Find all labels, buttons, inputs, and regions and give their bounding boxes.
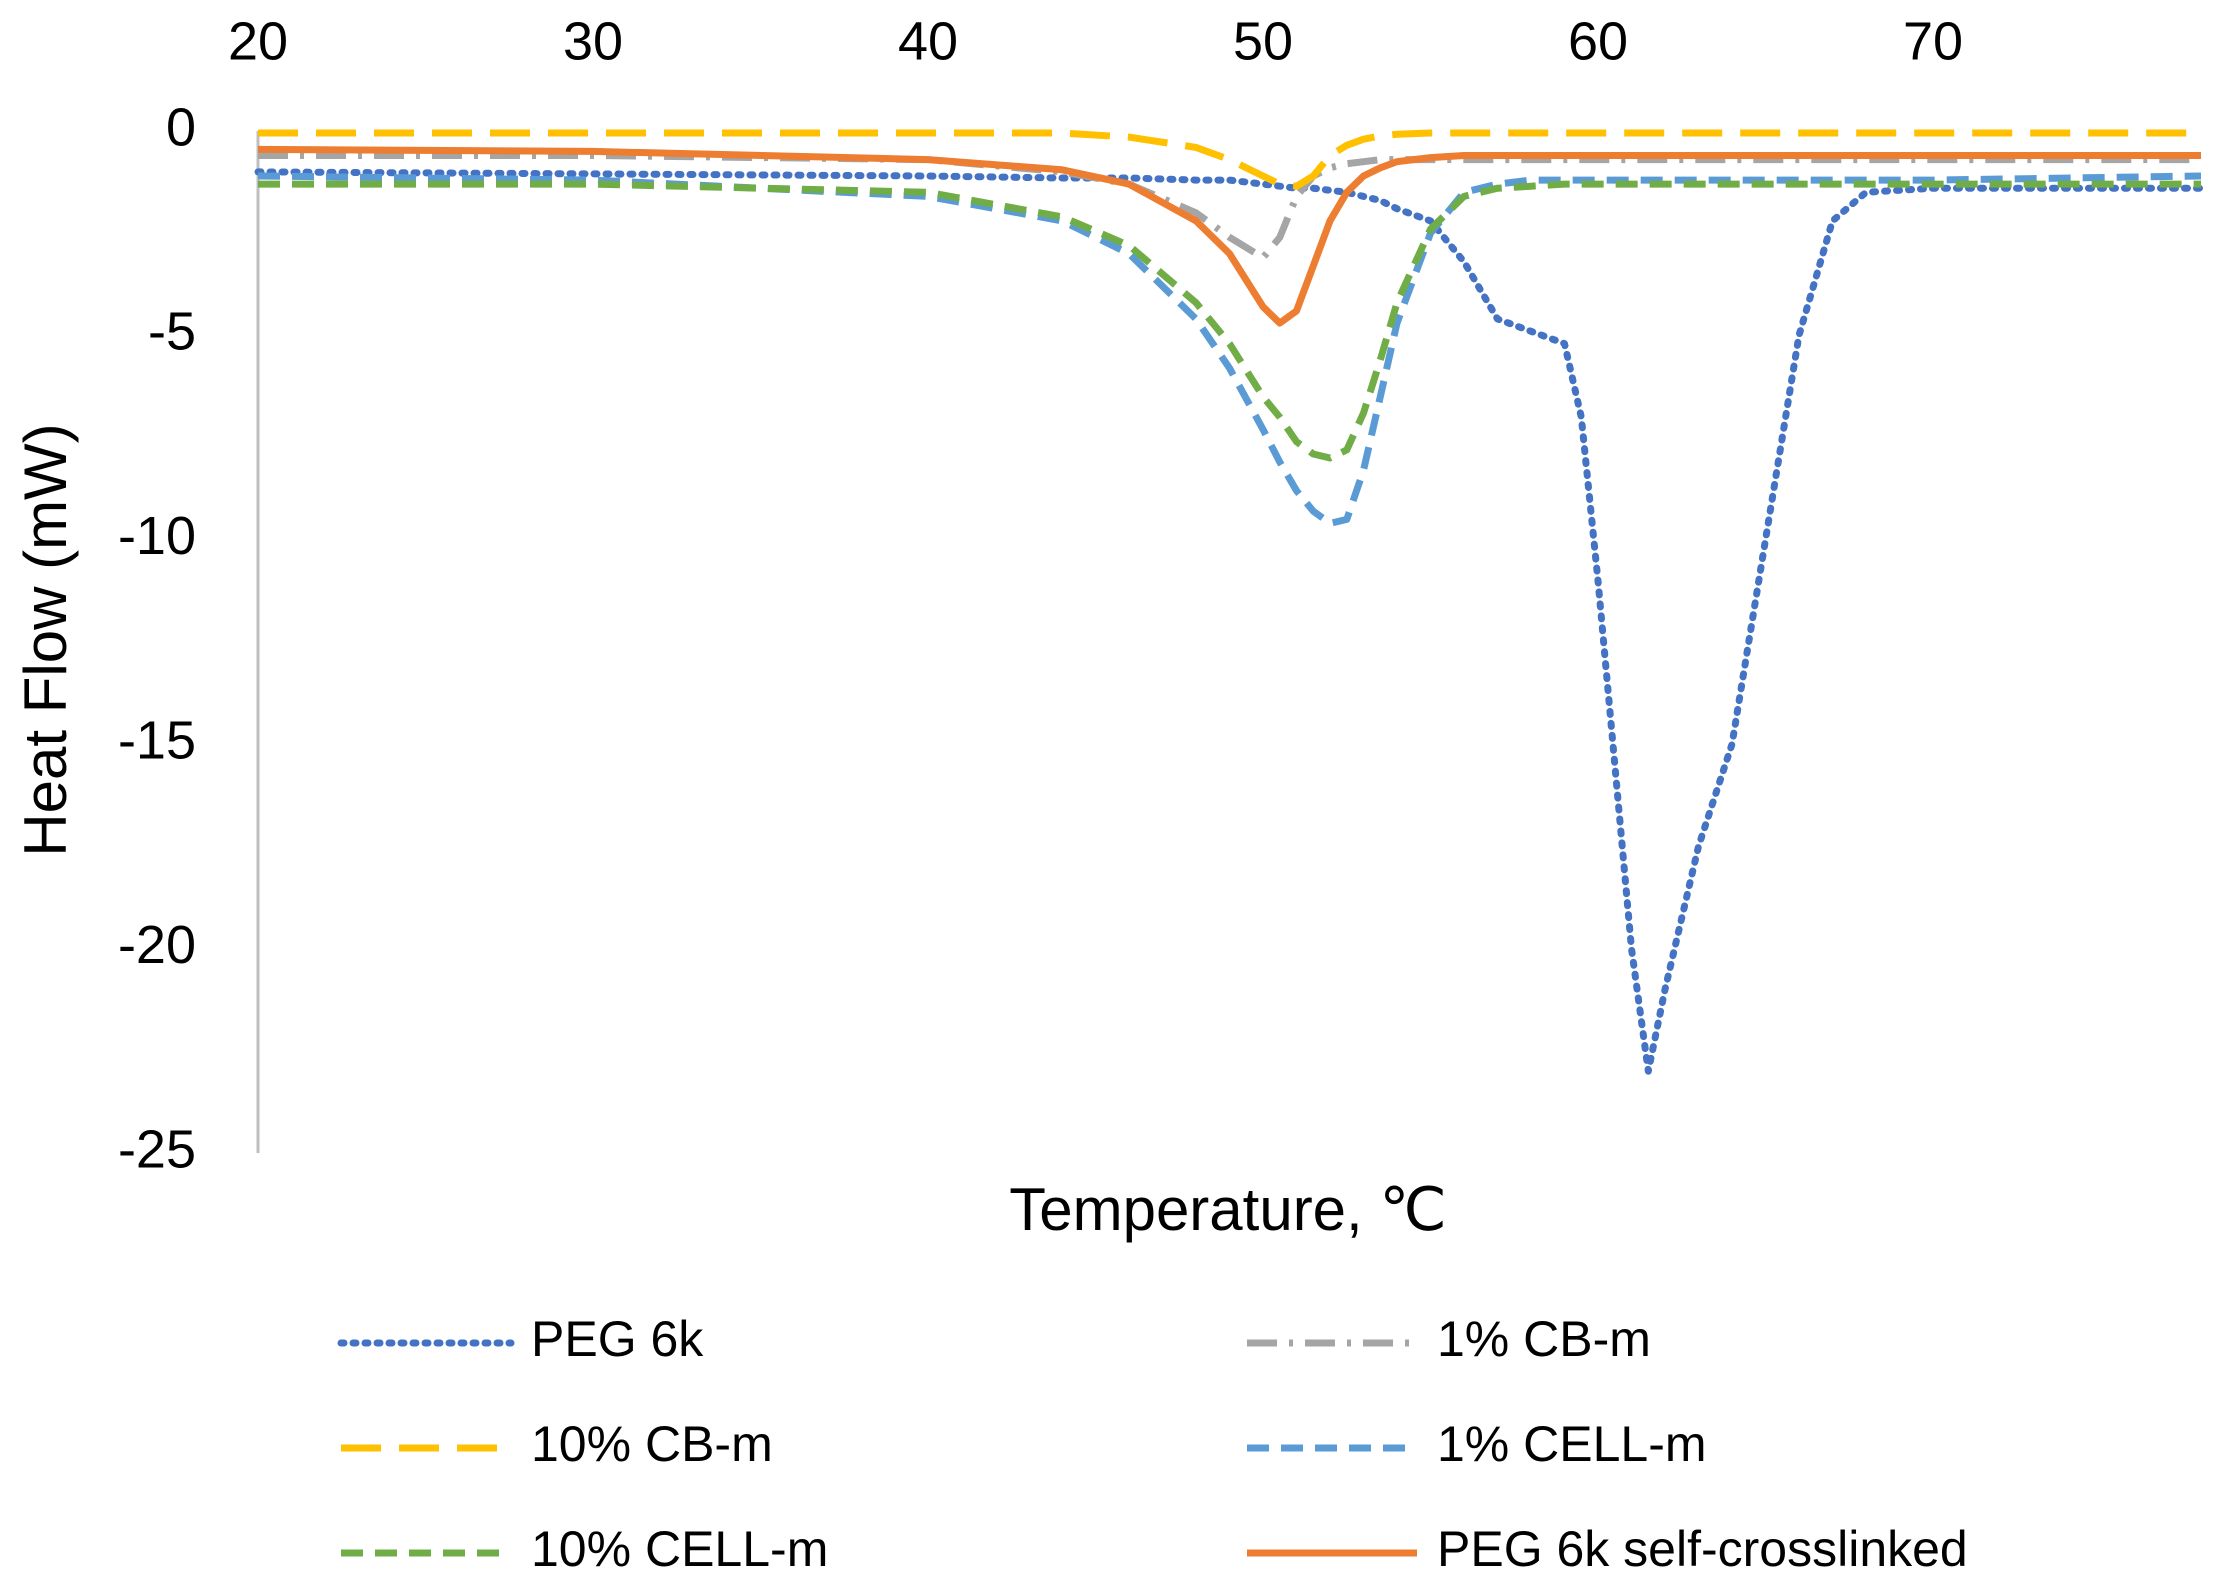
x-tick-label: 60 [1568, 11, 1628, 71]
series-line [258, 180, 2201, 462]
y-tick-label: -15 [118, 710, 196, 770]
legend-label: 1% CELL-m [1437, 1416, 1707, 1472]
y-tick-label: -5 [148, 302, 196, 362]
series-line [257, 145, 2201, 327]
y-axis-title: Heat Flow (mW) [12, 423, 79, 856]
y-tick-label: -25 [118, 1119, 196, 1179]
x-tick-label: 20 [228, 11, 288, 71]
series-line [258, 152, 2201, 262]
y-tick-label: 0 [166, 97, 196, 157]
y-tick-label: -10 [118, 506, 196, 566]
series-line [257, 172, 2202, 527]
legend-label: PEG 6k self-crosslinked [1437, 1521, 1968, 1577]
x-tick-label: 70 [1903, 11, 1963, 71]
x-tick-label: 40 [898, 11, 958, 71]
x-axis-title: Temperature, ℃ [1009, 1176, 1447, 1243]
x-tick-label: 30 [563, 11, 623, 71]
legend-label: 10% CELL-m [531, 1521, 828, 1577]
legend-label: PEG 6k [531, 1311, 704, 1367]
series-line [254, 168, 2205, 1075]
legend-label: 1% CB-m [1437, 1311, 1651, 1367]
legend-label: 10% CB-m [531, 1416, 773, 1472]
x-tick-label: 50 [1233, 11, 1293, 71]
y-tick-label: -20 [118, 915, 196, 975]
series-line [258, 129, 2201, 190]
